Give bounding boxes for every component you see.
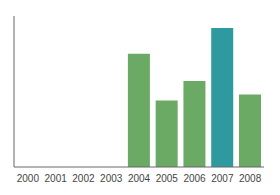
svg-text:2001: 2001 — [45, 173, 68, 184]
svg-text:2006: 2006 — [183, 173, 206, 184]
svg-text:2002: 2002 — [72, 173, 95, 184]
svg-text:2005: 2005 — [156, 173, 179, 184]
svg-text:2008: 2008 — [239, 173, 262, 184]
svg-text:2003: 2003 — [100, 173, 123, 184]
svg-text:2004: 2004 — [128, 173, 151, 184]
svg-text:2007: 2007 — [211, 173, 234, 184]
svg-text:2000: 2000 — [17, 173, 40, 184]
